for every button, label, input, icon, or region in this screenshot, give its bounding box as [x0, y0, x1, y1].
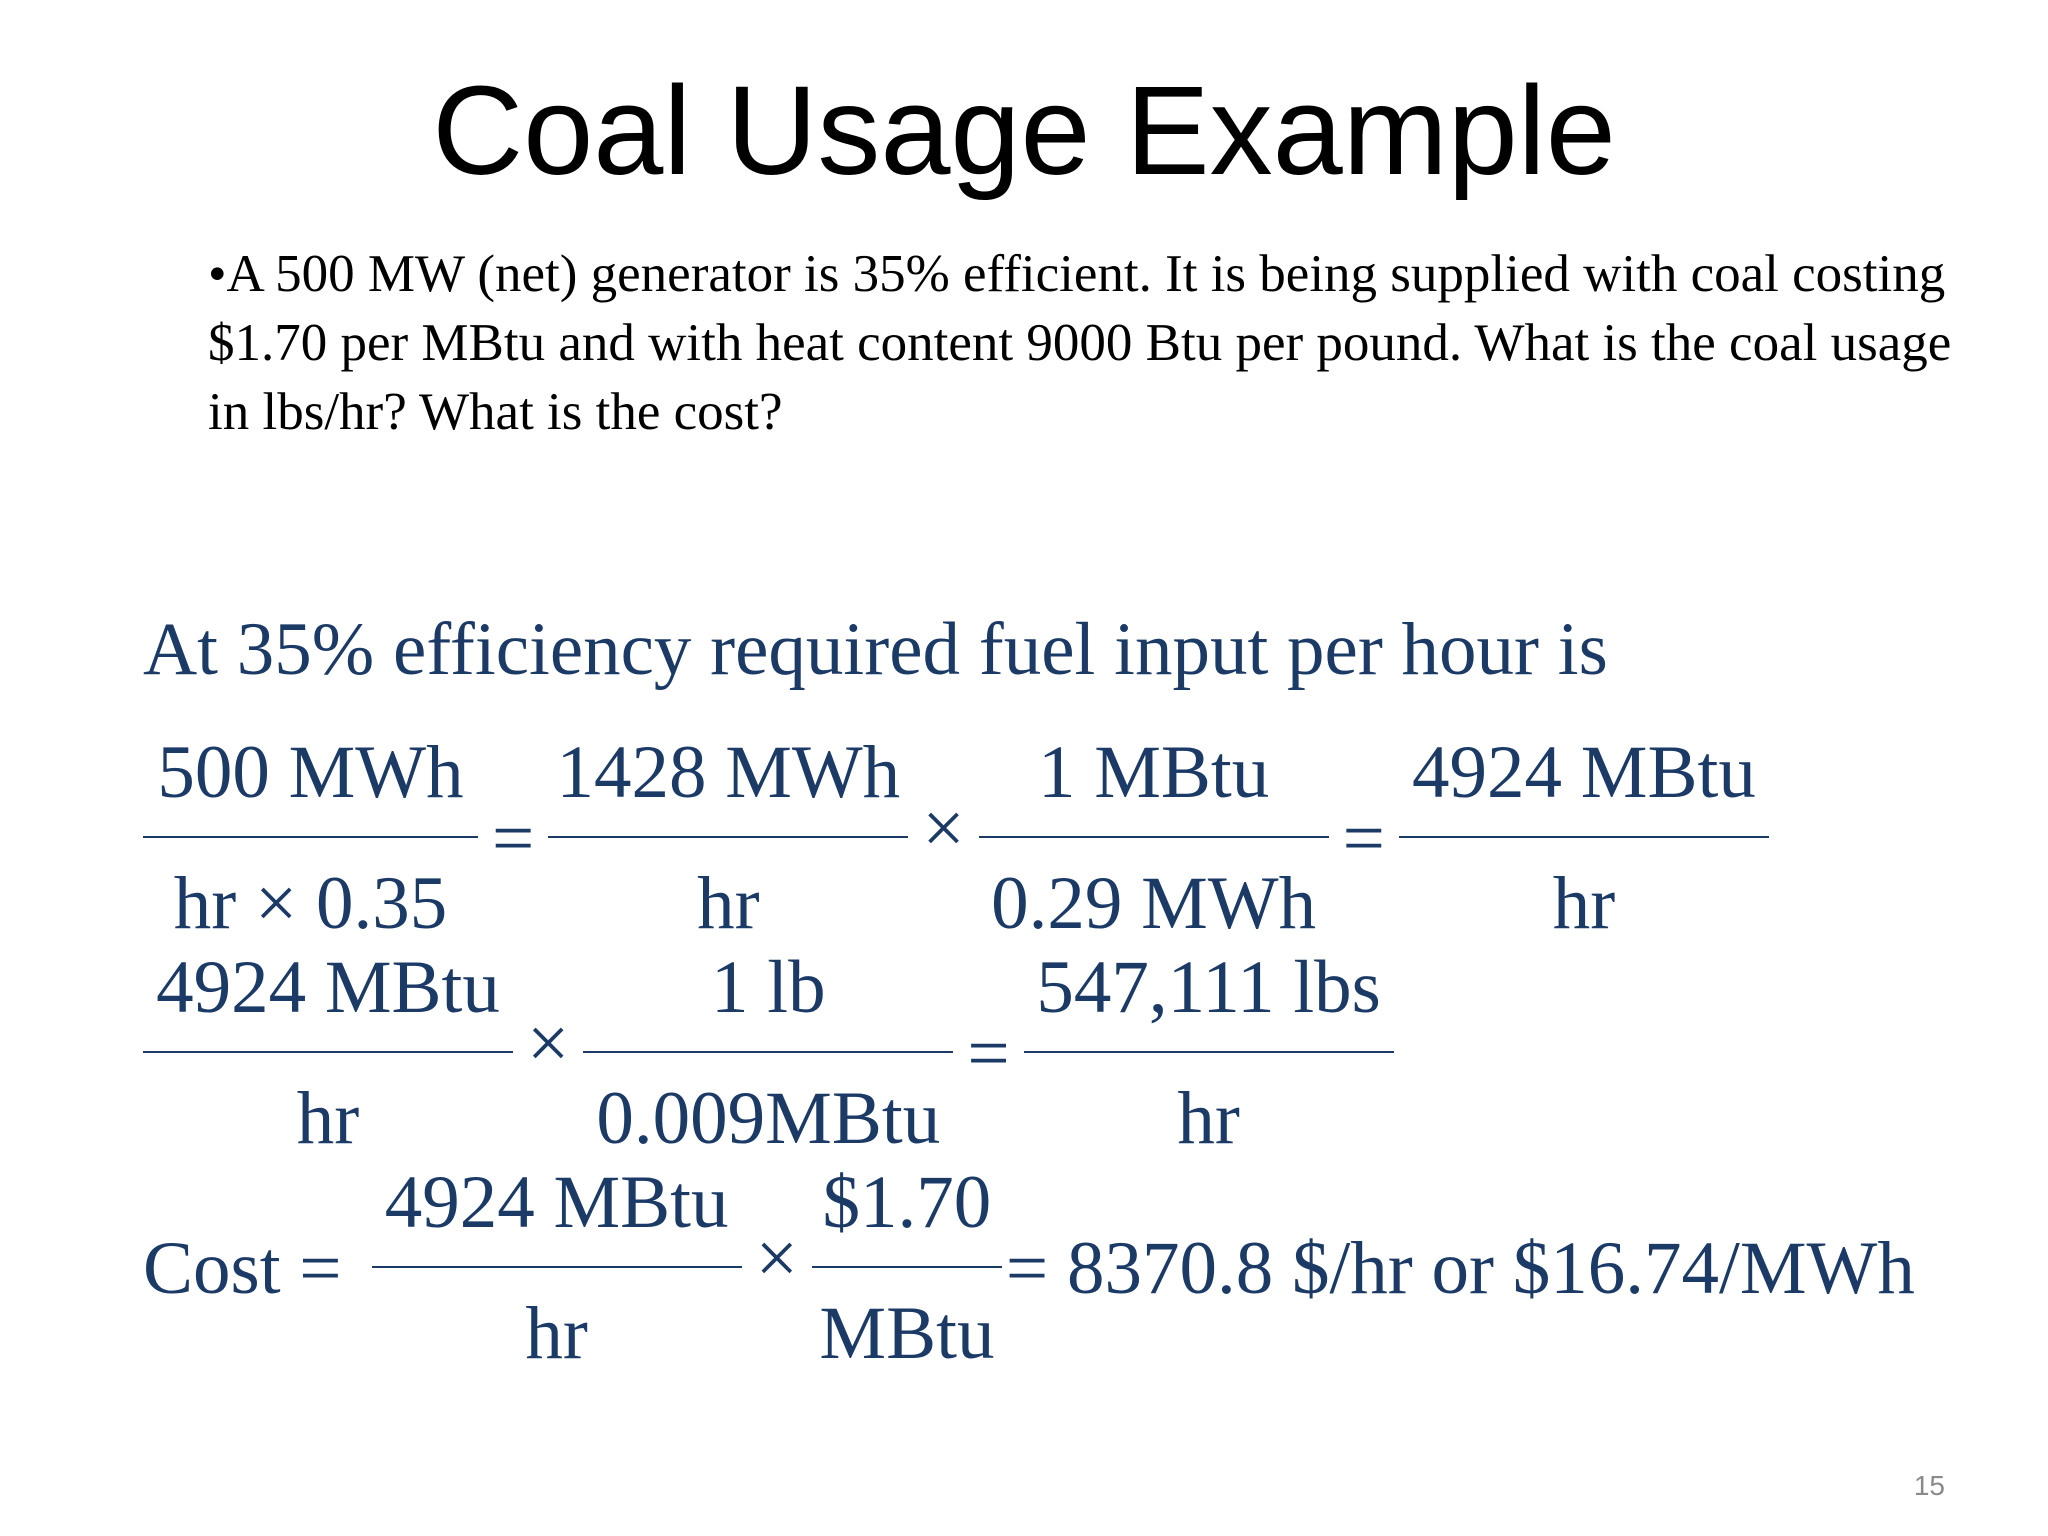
equation-cost: Cost = 4924 MBtu hr × $1.70 MBtu = 8370.…: [143, 1165, 1915, 1371]
times-sign: ×: [922, 786, 965, 870]
fraction-bar: [143, 1051, 513, 1053]
fraction: 1428 MWh hr: [548, 731, 909, 945]
fraction: 500 MWh hr × 0.35: [143, 735, 478, 941]
cost-label: Cost =: [143, 1226, 342, 1310]
denominator: MBtu: [819, 1292, 995, 1375]
numerator: 4924 MBtu: [1412, 731, 1756, 814]
denominator: hr: [1177, 1077, 1240, 1160]
fraction: 1 lb 0.009MBtu: [583, 946, 954, 1160]
denominator: hr: [1552, 862, 1616, 945]
fraction: 1 MBtu 0.29 MWh: [978, 731, 1329, 945]
numerator: 1 lb: [711, 946, 826, 1029]
numerator: 1428 MWh: [556, 731, 901, 814]
times-sign: ×: [527, 1001, 570, 1085]
fraction-bar: [1023, 1051, 1394, 1053]
fraction: 4924 MBtu hr: [371, 1161, 742, 1375]
numerator: 4924 MBtu: [384, 1161, 729, 1244]
fraction: 547,111 lbs hr: [1023, 946, 1394, 1160]
denominator: hr: [525, 1292, 588, 1375]
numerator: 4924 MBtu: [156, 946, 500, 1029]
equals-sign: =: [967, 1011, 1010, 1095]
equals-sign: =: [1342, 796, 1385, 880]
denominator: hr × 0.35: [173, 862, 448, 945]
fraction-bar: [978, 836, 1329, 838]
denominator: hr: [296, 1077, 360, 1160]
denominator: hr: [697, 862, 760, 945]
fraction: 4924 MBtu hr: [143, 950, 513, 1156]
fraction-bar: [583, 1051, 954, 1053]
fraction-bar: [811, 1266, 1002, 1268]
fraction-bar: [143, 836, 478, 838]
problem-statement: •A 500 MW (net) generator is 35% efficie…: [208, 245, 1952, 441]
numerator: 547,111 lbs: [1036, 946, 1381, 1029]
equation-fuel-input: 500 MWh hr × 0.35 = 1428 MWh hr × 1 MBtu…: [143, 735, 1769, 941]
fraction-bar: [548, 836, 909, 838]
fraction: 4924 MBtu hr: [1398, 731, 1769, 945]
cost-result: = 8370.8 $/hr or $16.74/MWh: [1005, 1226, 1915, 1310]
numerator: 500 MWh: [157, 731, 464, 814]
equation-coal-usage: 4924 MBtu hr × 1 lb 0.009MBtu = 547,111 …: [143, 950, 1394, 1156]
numerator: 1 MBtu: [1037, 731, 1270, 814]
solution-intro: At 35% efficiency required fuel input pe…: [143, 608, 1608, 691]
equals-sign: =: [492, 796, 535, 880]
denominator: 0.29 MWh: [991, 862, 1317, 945]
page-number: 15: [1913, 1470, 1945, 1501]
times-sign: ×: [755, 1216, 798, 1300]
denominator: 0.009MBtu: [596, 1077, 941, 1160]
slide-title: Coal Usage Example: [432, 60, 1616, 201]
fraction-bar: [371, 1266, 742, 1268]
fraction: $1.70 MBtu: [811, 1161, 1002, 1375]
fraction-bar: [1398, 836, 1769, 838]
numerator: $1.70: [822, 1161, 992, 1244]
